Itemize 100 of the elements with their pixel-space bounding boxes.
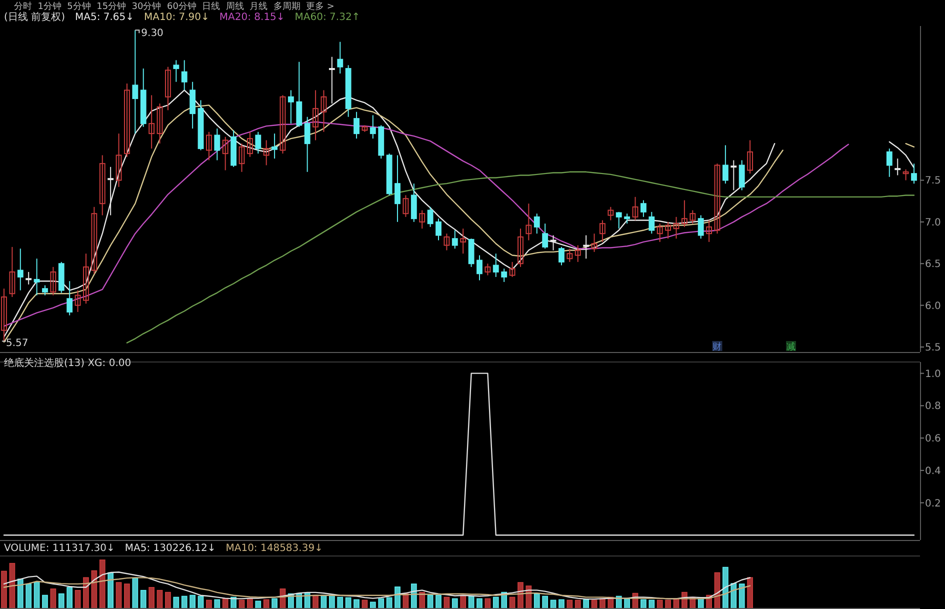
candlestick [238, 143, 245, 172]
candlestick [747, 140, 753, 174]
text: MA60: 7.32↑ [294, 12, 360, 23]
candlestick [608, 206, 614, 221]
candlestick [730, 160, 737, 191]
text: MA20: 8.15↓ [219, 12, 285, 23]
candlestick [394, 154, 400, 222]
candlestick [156, 103, 163, 144]
candlestick [165, 66, 171, 111]
text: MA5: 7.65↓ [74, 12, 134, 23]
candlestick [337, 41, 344, 74]
candlestick [460, 228, 466, 254]
y-tick-label: 0.8 [925, 401, 941, 412]
candlestick [1, 288, 7, 342]
candlestick [370, 114, 376, 140]
candlestick [616, 211, 622, 230]
annotation: 9.30 [141, 28, 164, 40]
candlestick [99, 154, 106, 216]
bar [99, 560, 106, 609]
text: MA10: 7.90↓ [144, 12, 210, 23]
candlestick [74, 290, 81, 312]
candlestick [648, 211, 655, 234]
candlestick [501, 268, 508, 282]
candlestick [452, 230, 458, 250]
y-tick-label: 0.4 [925, 466, 941, 477]
bar [116, 582, 122, 609]
bar [345, 597, 352, 609]
candlestick [419, 210, 426, 230]
bar [436, 594, 442, 609]
series-label: MA5: 130226.12↓ [124, 543, 216, 554]
y-tick-label: 6.0 [925, 300, 941, 312]
bar [190, 594, 196, 609]
y-tick-label: 5.5 [925, 342, 941, 354]
candlestick [312, 90, 318, 141]
bar [214, 599, 220, 609]
y-tick-label: 1.0 [925, 368, 941, 380]
candlestick [255, 131, 262, 154]
bar [165, 592, 171, 609]
line-series [126, 171, 915, 344]
bar [42, 594, 48, 609]
candlestick [402, 194, 409, 218]
candlestick [566, 248, 573, 262]
bar [263, 599, 270, 609]
bar [394, 586, 400, 609]
bar [640, 599, 646, 609]
candlestick [272, 133, 278, 160]
bar [534, 593, 540, 609]
bar [91, 570, 98, 609]
candlestick [436, 218, 442, 241]
bar [66, 587, 73, 609]
candlestick [83, 253, 89, 304]
candlestick [558, 246, 564, 266]
bar [558, 599, 564, 609]
candlestick [722, 144, 728, 184]
bar [492, 596, 499, 609]
chart-subtitle: 分时 1分钟 5分钟 15分钟 30分钟 60分钟 日线 周线 月线 多周期 更多 > [14, 1, 334, 12]
candlestick [66, 280, 73, 316]
bar [181, 596, 188, 609]
candlestick [902, 168, 909, 181]
candlestick [656, 223, 663, 242]
chart-title: VOLUME: 111317.30↓ [4, 543, 115, 554]
candlestick [518, 228, 524, 268]
bar [337, 596, 344, 609]
y-tick-label: 0.6 [925, 434, 941, 445]
bar [354, 599, 360, 609]
annotation: 5.57 [6, 338, 28, 350]
candlestick [591, 233, 598, 252]
bar [583, 599, 590, 609]
candlestick [624, 213, 630, 224]
candlestick [354, 111, 360, 140]
bar [730, 583, 737, 609]
candlestick [665, 221, 672, 240]
bar [452, 598, 458, 609]
candlestick [263, 140, 270, 166]
bar [476, 598, 482, 609]
y-tick-label: 0.2 [925, 498, 941, 510]
candlestick [600, 220, 606, 242]
bar [148, 587, 155, 609]
y-tick-label: 6.5 [925, 259, 941, 270]
candlestick [492, 253, 499, 278]
candlestick [550, 234, 556, 251]
candlestick [116, 133, 122, 188]
bar [140, 590, 146, 609]
y-tick-label: 7.5 [925, 176, 941, 187]
candlestick [288, 90, 294, 124]
candlestick [124, 83, 130, 158]
candlestick [91, 206, 98, 274]
candlestick [222, 136, 228, 171]
bar [378, 598, 384, 609]
candlestick [34, 258, 40, 296]
bar [484, 598, 491, 609]
y-tick-label: 7.0 [925, 217, 941, 228]
bar [58, 593, 64, 609]
candlestick [886, 148, 892, 178]
candlestick [574, 244, 581, 262]
candlestick [681, 200, 688, 228]
candlestick [320, 90, 327, 132]
candlestick [9, 246, 16, 298]
bar [722, 566, 728, 609]
candlestick [410, 183, 417, 222]
